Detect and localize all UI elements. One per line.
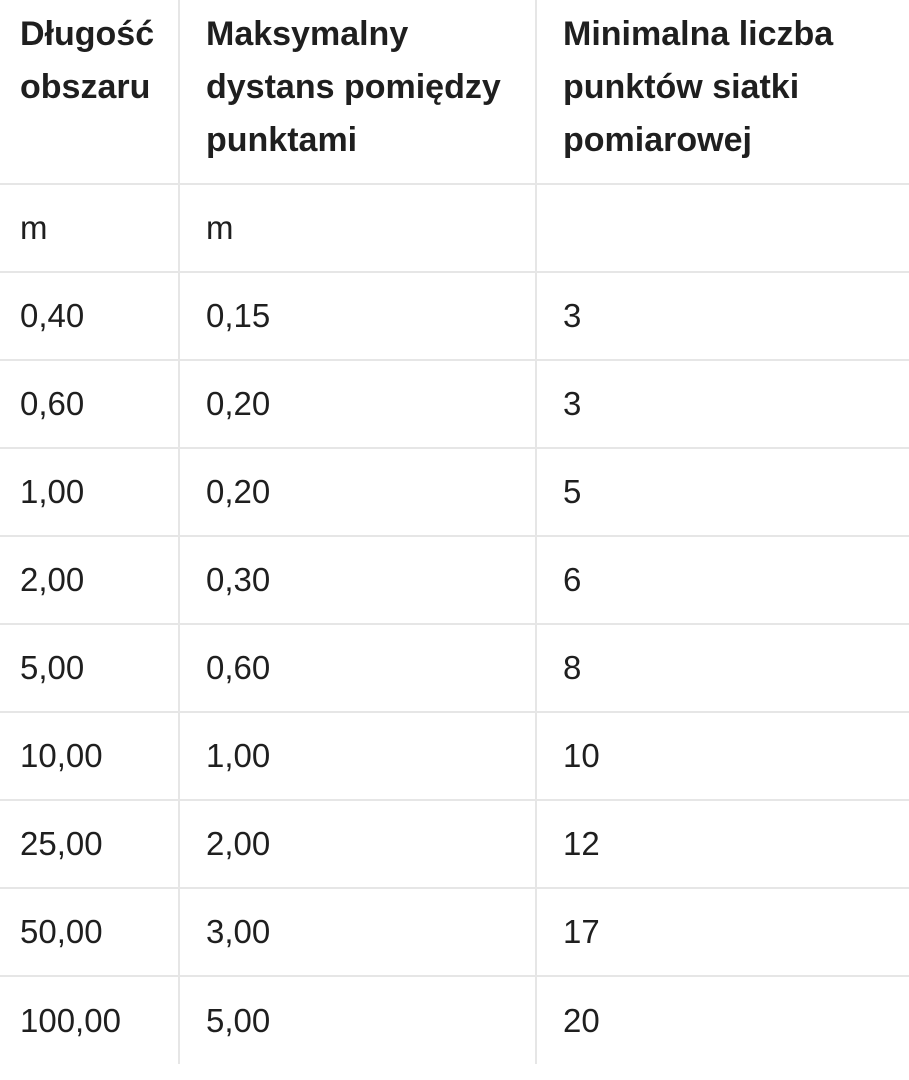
table-row: 0,40 0,15 3 bbox=[0, 272, 909, 361]
cell-min-points: 3 bbox=[536, 272, 909, 361]
cell-area-length: 0,40 bbox=[0, 272, 180, 361]
cell-min-points: 10 bbox=[536, 712, 909, 801]
cell-area-length: 100,00 bbox=[0, 976, 180, 1064]
table-row: 10,00 1,00 10 bbox=[0, 712, 909, 801]
cell-max-distance: 0,20 bbox=[179, 360, 537, 449]
cell-min-points: 8 bbox=[536, 624, 909, 713]
table-row: 5,00 0,60 8 bbox=[0, 624, 909, 713]
table-row: 1,00 0,20 5 bbox=[0, 448, 909, 537]
cell-max-distance: 1,00 bbox=[179, 712, 537, 801]
cell-area-length: 0,60 bbox=[0, 360, 180, 449]
table-row: 50,00 3,00 17 bbox=[0, 888, 909, 977]
table-row: 2,00 0,30 6 bbox=[0, 536, 909, 625]
header-max-distance: Maksymalny dystans pomiędzy punktami bbox=[179, 0, 537, 185]
cell-area-length: 25,00 bbox=[0, 800, 180, 889]
cell-min-points: 5 bbox=[536, 448, 909, 537]
cell-min-points: 20 bbox=[563, 1001, 600, 1039]
cell-area-length: 2,00 bbox=[0, 536, 180, 625]
cell-max-distance: 3,00 bbox=[179, 888, 537, 977]
cell-max-distance: 0,20 bbox=[179, 448, 537, 537]
unit-area-length: m bbox=[0, 184, 180, 273]
table-row: 0,60 0,20 3 bbox=[0, 360, 909, 449]
cell-max-distance: 0,60 bbox=[179, 624, 537, 713]
cell-max-distance: 5,00 bbox=[179, 976, 537, 1064]
cell-min-points: 3 bbox=[536, 360, 909, 449]
cell-area-length: 5,00 bbox=[0, 624, 180, 713]
table-row: 25,00 2,00 12 bbox=[0, 800, 909, 889]
unit-max-distance: m bbox=[179, 184, 537, 273]
cell-max-distance: 0,30 bbox=[179, 536, 537, 625]
header-min-points: Minimalna liczba punktów siatki pomiarow… bbox=[536, 0, 909, 185]
cell-min-points: 12 bbox=[536, 800, 909, 889]
table-header-row: Długość obszaru Maksymalny dystans pomię… bbox=[0, 0, 909, 185]
units-row: m m bbox=[0, 184, 909, 273]
table-row: 100,00 5,00 20 bbox=[0, 976, 909, 1064]
cell-min-points: 6 bbox=[536, 536, 909, 625]
unit-min-points bbox=[536, 184, 909, 273]
cell-max-distance: 0,15 bbox=[179, 272, 537, 361]
cell-area-length: 10,00 bbox=[0, 712, 180, 801]
cell-min-points: 17 bbox=[536, 888, 909, 977]
cell-area-length: 1,00 bbox=[0, 448, 180, 537]
header-area-length: Długość obszaru bbox=[0, 0, 180, 185]
cell-area-length: 50,00 bbox=[0, 888, 180, 977]
cell-max-distance: 2,00 bbox=[179, 800, 537, 889]
